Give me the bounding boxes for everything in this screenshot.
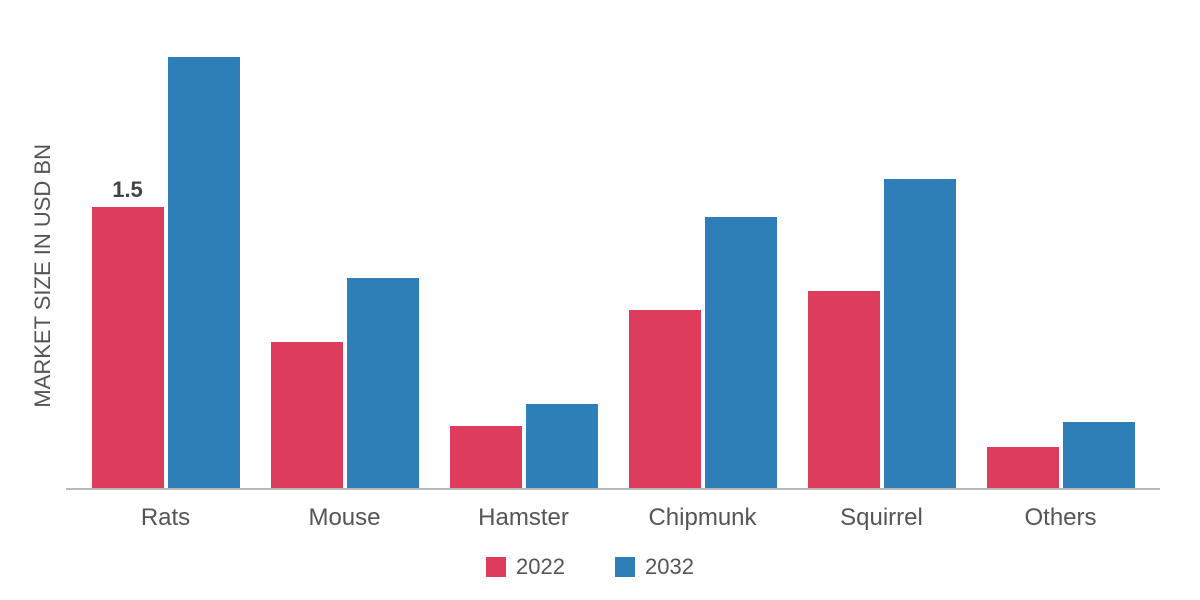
bar-value-label: 1.5	[112, 177, 143, 203]
bar	[987, 447, 1059, 488]
legend-label: 2032	[645, 554, 694, 580]
bar-group	[255, 20, 434, 488]
bar	[271, 342, 343, 488]
bar-chart: MARKET SIZE IN USD BN 1.5 RatsMouseHamst…	[20, 20, 1160, 532]
legend-swatch	[615, 557, 635, 577]
bar	[526, 404, 598, 488]
bar	[629, 310, 701, 488]
bar: 1.5	[92, 207, 164, 488]
x-axis-label: Others	[971, 504, 1150, 532]
x-axis-labels: RatsMouseHamsterChipmunkSquirrelOthers	[66, 490, 1160, 532]
x-axis-label: Rats	[76, 504, 255, 532]
bar-group	[613, 20, 792, 488]
bar	[705, 217, 777, 488]
x-axis-label: Hamster	[434, 504, 613, 532]
bar-group	[971, 20, 1150, 488]
bar	[347, 278, 419, 488]
legend-item: 2022	[486, 554, 565, 580]
bar-group	[792, 20, 971, 488]
x-axis-label: Mouse	[255, 504, 434, 532]
bar	[450, 426, 522, 488]
bars-area: 1.5	[66, 20, 1160, 490]
bar	[808, 291, 880, 488]
legend-label: 2022	[516, 554, 565, 580]
bar	[1063, 422, 1135, 488]
x-axis-label: Squirrel	[792, 504, 971, 532]
bar	[884, 179, 956, 488]
plot-area: 1.5 RatsMouseHamsterChipmunkSquirrelOthe…	[66, 20, 1160, 532]
x-axis-label: Chipmunk	[613, 504, 792, 532]
y-axis-label: MARKET SIZE IN USD BN	[20, 144, 66, 408]
legend-item: 2032	[615, 554, 694, 580]
bar	[168, 57, 240, 488]
legend: 2022 2032	[20, 532, 1160, 580]
legend-swatch	[486, 557, 506, 577]
bar-group: 1.5	[76, 20, 255, 488]
bar-group	[434, 20, 613, 488]
